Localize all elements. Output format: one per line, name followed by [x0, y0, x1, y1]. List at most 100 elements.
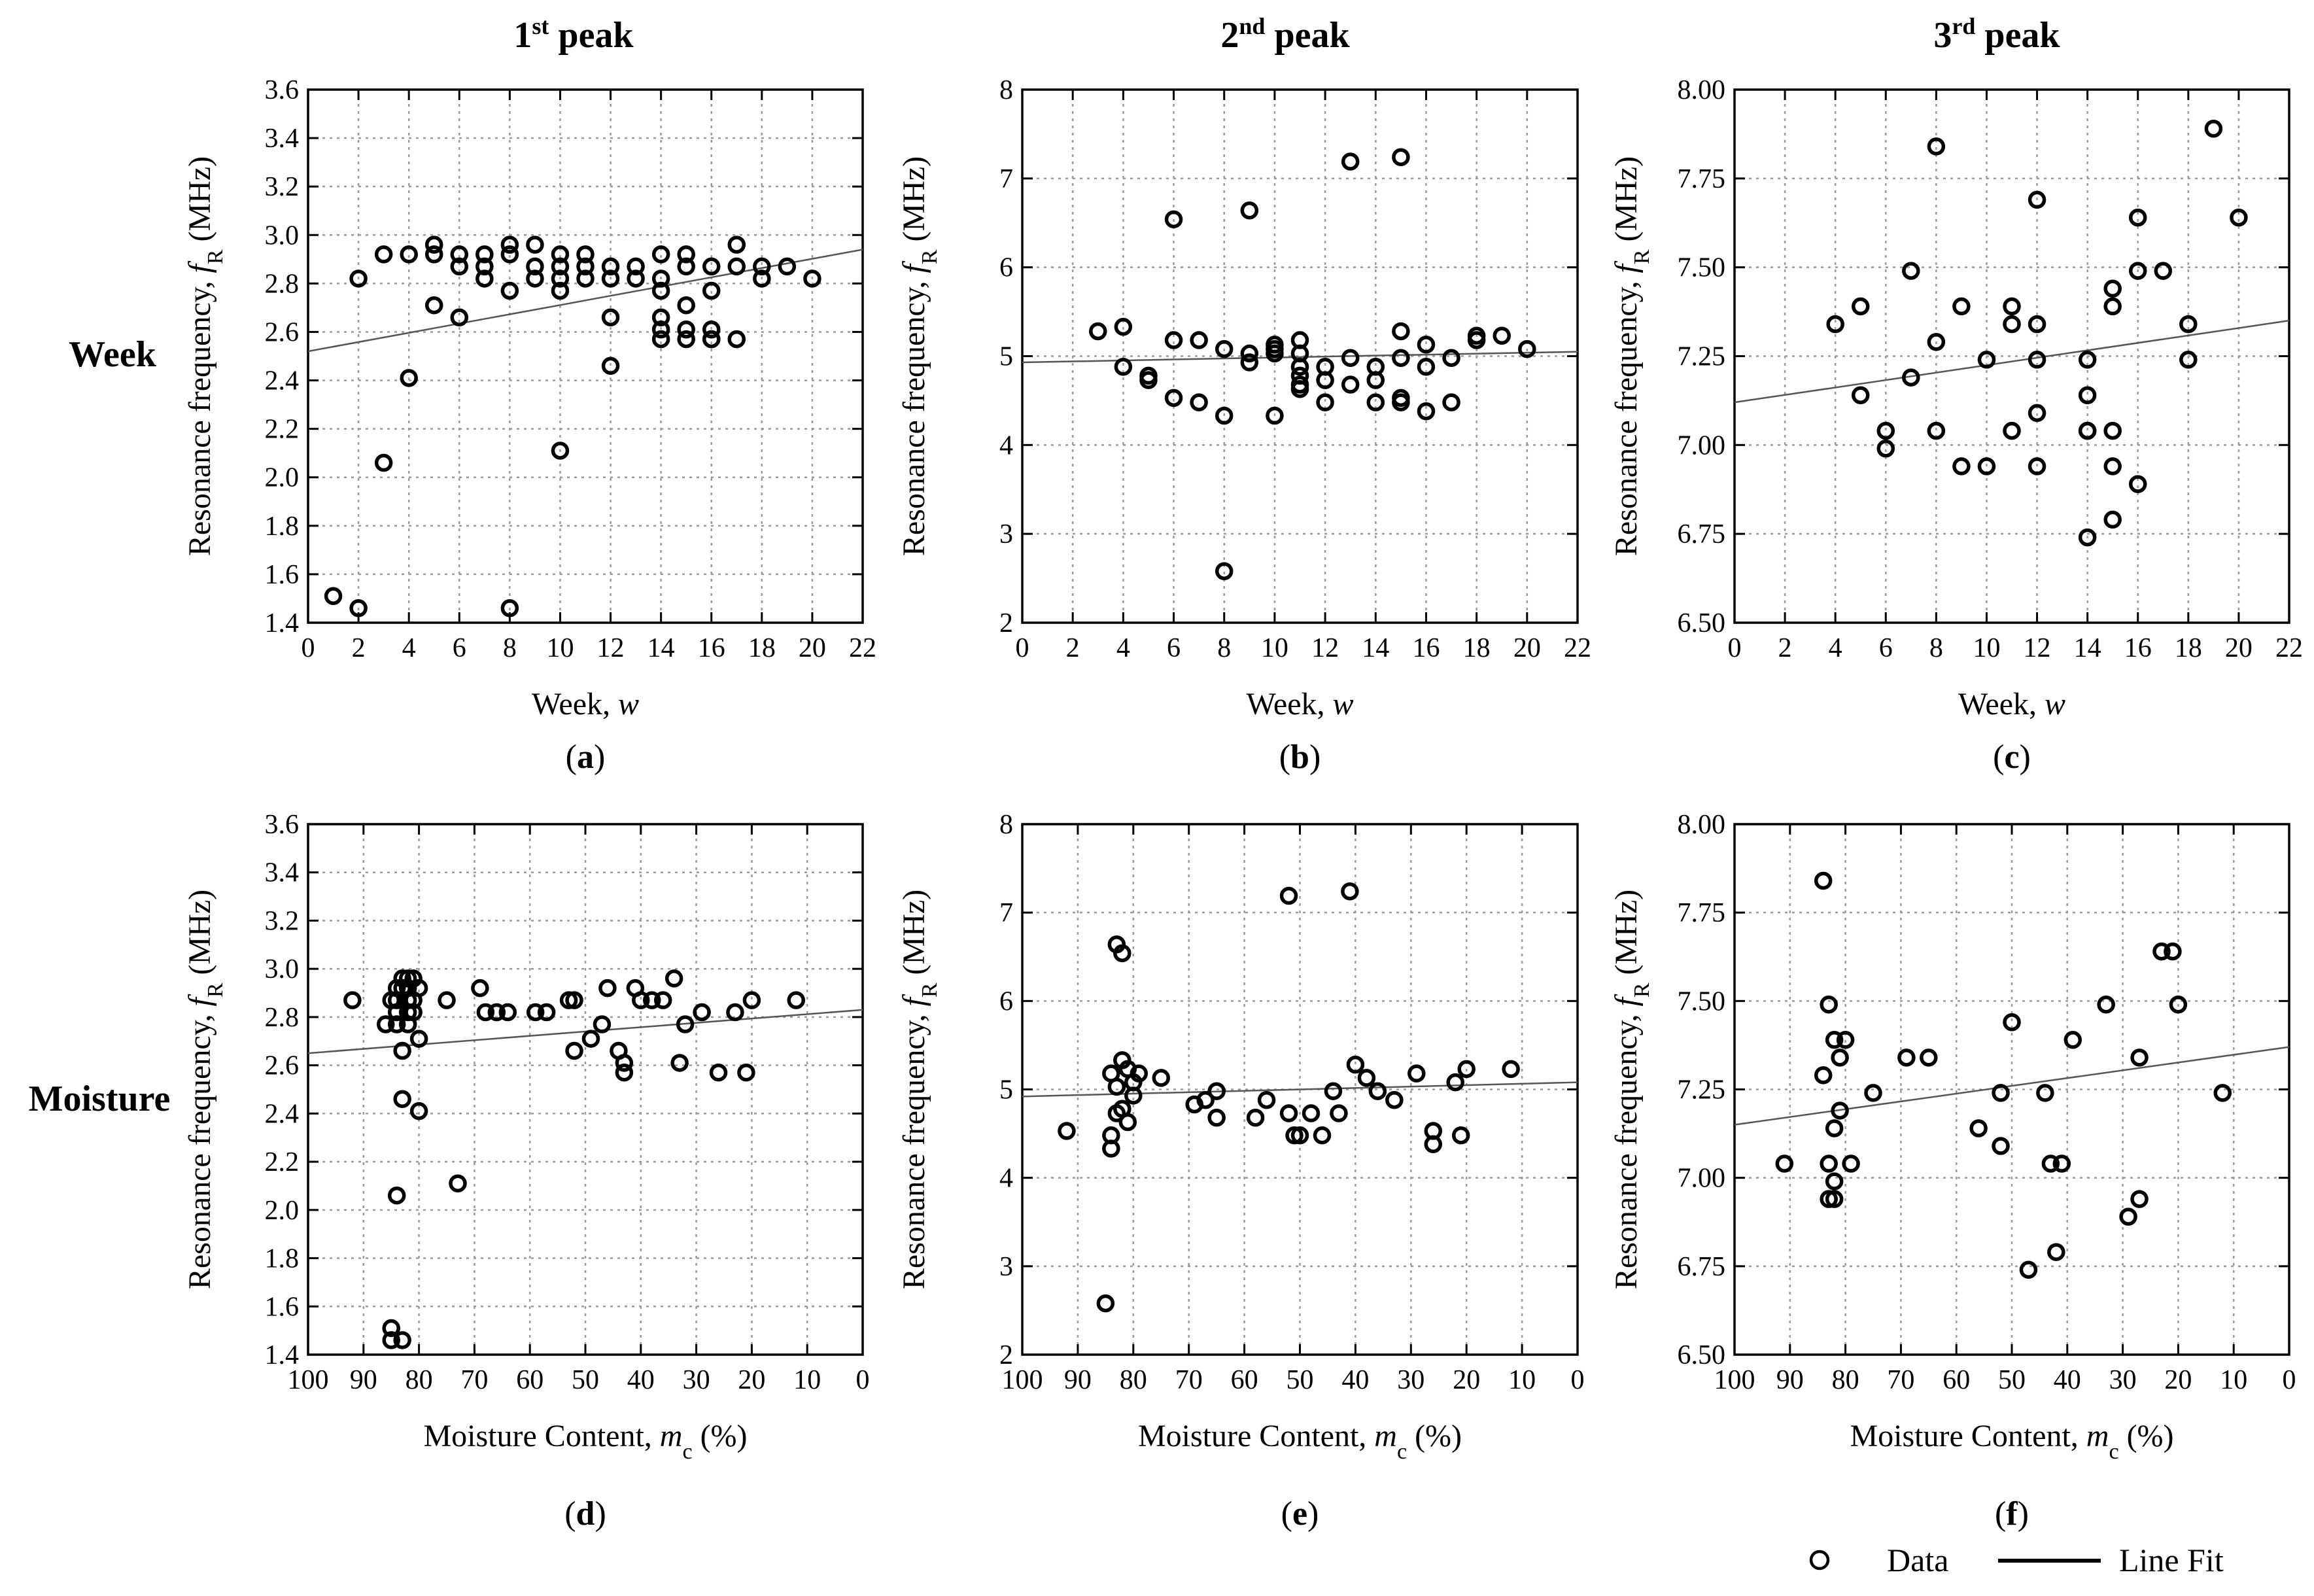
- data-point: [702, 281, 721, 300]
- x-tick-label: 8: [503, 633, 517, 663]
- data-point: [726, 1003, 744, 1022]
- y-tick-label: 3: [999, 519, 1013, 549]
- data-point: [1826, 315, 1844, 334]
- x-tick-label: 14: [648, 633, 675, 663]
- data-point: [1164, 389, 1183, 408]
- data-point: [1775, 1154, 1794, 1173]
- data-point: [1442, 349, 1460, 367]
- data-points: [1775, 871, 2232, 1279]
- data-point: [2103, 279, 2122, 298]
- x-tick-label: 0: [856, 1365, 870, 1395]
- data-point: [787, 991, 805, 1009]
- data-point: [1357, 1069, 1376, 1087]
- data-point: [643, 991, 661, 1009]
- data-point: [576, 245, 595, 264]
- data-point: [1114, 358, 1133, 376]
- x-tick-label: 100: [1714, 1365, 1755, 1395]
- y-tick-label: 7.50: [1678, 253, 1726, 283]
- y-tick-label: 6.75: [1678, 519, 1726, 549]
- y-tick-label: 2: [999, 1340, 1013, 1370]
- data-point: [1196, 1090, 1215, 1109]
- data-point: [2036, 1084, 2054, 1102]
- data-point: [576, 257, 595, 276]
- data-point: [1820, 995, 1838, 1014]
- x-tick-label: 4: [1116, 633, 1130, 663]
- x-tick-label: 16: [2124, 633, 2152, 663]
- data-point: [1366, 371, 1385, 389]
- data-point: [2028, 190, 2046, 209]
- data-point: [498, 1003, 517, 1022]
- data-point: [1457, 1060, 1476, 1079]
- y-tick-label: 2.8: [265, 1003, 300, 1033]
- data-point: [1392, 393, 1410, 411]
- y-tick-label: 1.4: [265, 608, 300, 638]
- y-tick-label: 7.00: [1678, 1164, 1726, 1194]
- data-point: [632, 991, 650, 1009]
- grid: [308, 90, 863, 623]
- data-point: [409, 979, 428, 998]
- chart-panels: 0 2 4 6 8 10 12 14 16 18 20 221.41.61.82.02.22.42.6…: [182, 75, 2303, 1533]
- grid: [1022, 90, 1578, 623]
- data-point: [651, 330, 670, 349]
- chart-panel-c: 0 2 4 6 8 10 12 14 16 18 20 22 6.50 6.75 7.00 7.25 7.50 7…: [1609, 75, 2303, 776]
- x-tick-label: 30: [2109, 1365, 2137, 1395]
- fit-line: [307, 1009, 863, 1054]
- column-title-3: 3rd peak: [1933, 13, 2060, 56]
- data-point: [1290, 1126, 1309, 1145]
- data-point: [1927, 421, 1946, 440]
- data-point: [2128, 262, 2147, 280]
- x-tick-label: 20: [2225, 633, 2253, 663]
- data-point: [1992, 1084, 2010, 1102]
- data-point: [1190, 393, 1208, 411]
- y-tick-label: 2.8: [265, 269, 300, 299]
- x-tick-label: 8: [1217, 633, 1231, 663]
- data-point: [438, 991, 456, 1009]
- data-points: [1826, 120, 2248, 547]
- data-point: [702, 321, 721, 339]
- x-tick-label: 6: [1879, 633, 1893, 663]
- data-point: [559, 991, 578, 1009]
- y-axis-label: Resonance frequency, fR (MHz): [1609, 890, 1654, 1289]
- y-tick-label: 8.00: [1678, 75, 1726, 105]
- data-point: [1089, 322, 1107, 341]
- data-point: [2119, 1207, 2137, 1226]
- x-tick-label: 80: [1120, 1365, 1147, 1395]
- x-tick-label: 6: [453, 633, 466, 663]
- data-point: [615, 1063, 634, 1082]
- data-point: [670, 1054, 689, 1072]
- data-point: [1096, 1294, 1115, 1313]
- x-tick-label: 20: [738, 1365, 765, 1395]
- x-tick-label: 0: [302, 633, 315, 663]
- data-point: [2179, 315, 2198, 334]
- data-point: [2230, 208, 2248, 227]
- data-point: [450, 257, 469, 276]
- data-point: [2003, 421, 2021, 440]
- data-point: [627, 257, 645, 276]
- data-point: [1902, 368, 1920, 387]
- y-tick-label: 5: [999, 342, 1013, 372]
- data-point: [393, 1041, 411, 1060]
- x-tick-label: 70: [460, 1365, 488, 1395]
- data-point: [651, 308, 670, 326]
- grid: [1022, 824, 1578, 1355]
- x-tick-label: 50: [1287, 1365, 1314, 1395]
- data-point: [2028, 457, 2046, 476]
- data-point: [581, 1030, 600, 1048]
- y-tick-label: 1.8: [265, 512, 300, 542]
- data-point: [1825, 1031, 1844, 1049]
- data-point: [1392, 349, 1410, 367]
- x-tick-label: 0: [1728, 633, 1742, 663]
- data-point: [1240, 344, 1259, 363]
- data-point: [1407, 1064, 1426, 1083]
- data-point: [677, 321, 695, 339]
- x-axis-label: Week, w: [532, 687, 639, 721]
- data-point: [1927, 333, 1946, 351]
- data-point: [1330, 1104, 1348, 1122]
- data-point: [1316, 371, 1334, 389]
- data-point: [1502, 1060, 1520, 1079]
- column-title-2: 2nd peak: [1220, 13, 1350, 56]
- data-point: [1190, 331, 1208, 349]
- data-point: [601, 308, 620, 326]
- data-point: [1825, 1190, 1844, 1208]
- x-tick-label: 16: [1412, 633, 1440, 663]
